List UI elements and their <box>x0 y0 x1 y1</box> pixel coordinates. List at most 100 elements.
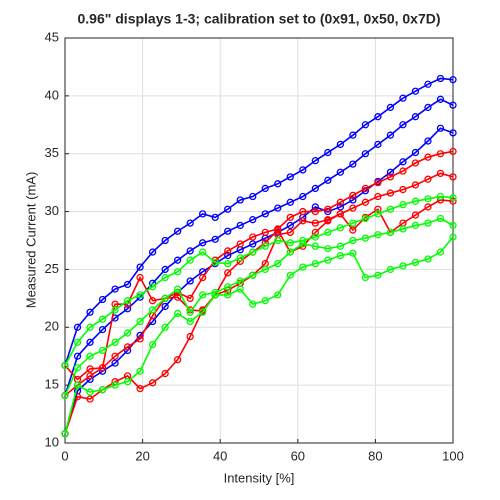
marker <box>123 343 132 351</box>
marker <box>299 166 307 174</box>
marker <box>136 263 144 271</box>
marker <box>73 364 82 372</box>
marker <box>286 228 294 237</box>
marker <box>349 204 357 212</box>
marker <box>311 259 319 268</box>
marker <box>111 338 119 346</box>
y-tick-label: 10 <box>45 434 59 449</box>
marker <box>236 196 244 204</box>
x-tick-label: 40 <box>213 448 227 463</box>
marker <box>73 338 82 346</box>
marker <box>411 159 420 167</box>
marker <box>399 167 407 175</box>
marker <box>361 273 370 282</box>
marker <box>61 361 69 370</box>
series-line <box>64 195 454 366</box>
marker <box>261 184 269 193</box>
marker <box>136 335 144 343</box>
marker <box>261 242 269 250</box>
marker <box>224 205 232 213</box>
marker <box>211 291 219 299</box>
marker <box>249 240 257 248</box>
marker <box>324 216 332 224</box>
marker <box>374 231 382 239</box>
marker <box>349 191 357 200</box>
marker <box>136 367 144 375</box>
y-tick-label: 15 <box>45 377 59 392</box>
marker <box>211 235 219 243</box>
marker <box>374 192 382 201</box>
marker <box>399 262 407 270</box>
marker <box>261 297 269 305</box>
y-tick-label: 35 <box>45 145 59 160</box>
marker <box>86 308 94 316</box>
marker <box>236 254 244 262</box>
marker <box>436 214 445 223</box>
marker <box>199 210 207 218</box>
marker <box>286 248 294 256</box>
marker <box>449 221 457 230</box>
marker <box>199 308 207 316</box>
marker <box>311 233 319 241</box>
marker <box>324 256 332 264</box>
marker <box>173 356 182 364</box>
marker <box>199 239 207 247</box>
marker <box>224 283 232 291</box>
marker <box>136 273 144 282</box>
marker <box>399 225 407 233</box>
marker <box>236 277 244 285</box>
marker <box>324 228 332 237</box>
marker <box>436 74 445 83</box>
marker <box>311 157 319 165</box>
marker <box>386 103 395 112</box>
x-axis-label: Intensity [%] <box>224 470 295 485</box>
marker <box>424 175 432 183</box>
marker <box>299 217 307 225</box>
marker <box>299 240 307 248</box>
x-tick-label: 100 <box>442 448 464 463</box>
marker <box>436 150 445 158</box>
marker <box>411 148 420 157</box>
marker <box>361 150 370 158</box>
marker <box>411 221 420 230</box>
marker <box>349 131 357 139</box>
marker <box>336 168 345 176</box>
marker <box>86 365 94 373</box>
marker <box>311 203 319 211</box>
marker <box>324 244 332 253</box>
marker <box>73 323 82 331</box>
marker <box>161 369 169 378</box>
marker <box>98 295 107 304</box>
marker <box>249 216 257 224</box>
marker <box>349 249 357 257</box>
marker <box>386 228 395 237</box>
marker <box>98 325 107 334</box>
marker <box>261 265 269 274</box>
marker <box>399 158 407 166</box>
marker <box>199 273 207 282</box>
marker <box>274 236 282 245</box>
marker <box>61 391 69 400</box>
marker <box>111 352 119 360</box>
marker <box>374 140 382 149</box>
marker <box>123 305 132 313</box>
marker <box>186 219 194 227</box>
marker <box>98 346 107 355</box>
marker <box>136 317 144 326</box>
marker <box>123 297 132 305</box>
marker <box>224 269 232 277</box>
marker <box>136 384 144 393</box>
marker <box>111 285 119 293</box>
y-tick-label: 25 <box>45 261 59 276</box>
marker <box>111 306 119 314</box>
marker <box>386 189 395 197</box>
marker <box>86 372 94 380</box>
marker <box>449 233 457 241</box>
marker <box>424 153 432 161</box>
y-tick-label: 45 <box>45 29 59 44</box>
marker <box>199 248 207 256</box>
marker <box>424 203 432 211</box>
marker <box>386 173 395 181</box>
marker <box>186 247 194 255</box>
